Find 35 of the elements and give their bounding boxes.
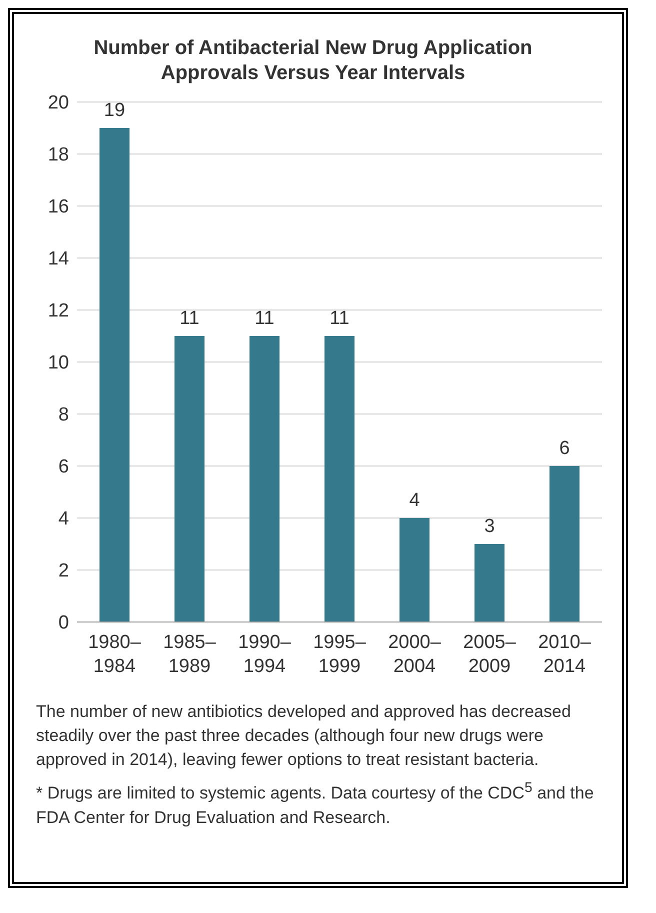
data-label: 4 [409,490,420,511]
text: The number of new antibiotics developed and approved has decreased steadily over the past three decades (although four new drugs were approved in 2014), leaving fewer options to treat resistant bacteria. [36,701,572,771]
x-tick-label: 1995–1999 [313,632,366,677]
chart-title: Number of Antibacterial New Drug Application Approvals Versus Year Intervals [92,36,534,86]
data-label: 3 [484,516,495,537]
y-tick-label: 8 [58,404,69,426]
x-tick-label: 2005–2009 [463,632,516,677]
text: * Drugs are limited to systemic agents. Data courtesy of the CDC$^{5}$ and the FDA Center for Drug Evaluation and Research. [36,780,594,827]
y-tick-label: 16 [48,196,69,218]
y-tick-label: 2 [58,560,69,582]
bar [324,336,354,622]
x-tick-label: 2010–2014 [538,632,592,677]
data-label: 19 [104,100,126,121]
y-tick-label: 20 [48,92,69,114]
x-tick-label: 1990–1994 [238,632,292,677]
bar [174,336,204,622]
bar [400,518,430,622]
data-label: 6 [559,438,570,459]
y-tick-label: 0 [58,612,69,634]
x-tick-label: 1980–1984 [88,632,142,677]
bar [100,128,130,622]
y-tick-label: 14 [48,248,70,270]
y-tick-label: 4 [58,508,70,530]
data-label: 11 [330,308,350,329]
x-tick-label: 2000–2004 [388,632,442,677]
y-tick-label: 6 [58,456,69,478]
bar [550,466,580,622]
bar [474,544,504,622]
y-tick-label: 18 [48,144,69,166]
y-tick-label: 10 [48,352,69,374]
data-label: 11 [180,308,200,329]
bar [250,336,280,622]
x-tick-label: 1985–1989 [163,632,216,677]
data-label: 11 [254,308,274,329]
y-tick-label: 12 [48,300,69,322]
